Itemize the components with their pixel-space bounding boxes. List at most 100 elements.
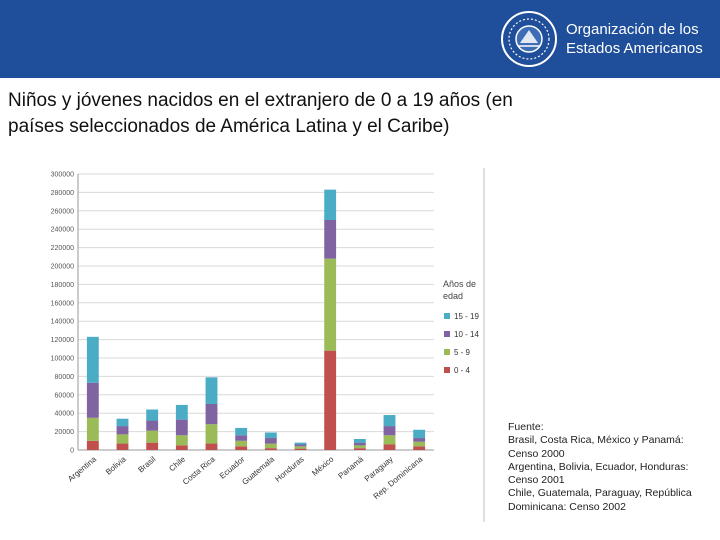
- bar-segment: [413, 438, 426, 442]
- y-tick-label: 300000: [51, 172, 74, 179]
- bar-segment: [294, 444, 307, 447]
- bar-segment: [383, 435, 396, 445]
- bar-segment: [264, 432, 277, 439]
- y-tick-label: 100000: [51, 356, 74, 363]
- slide-title: Niños y jóvenes nacidos en el extranjero…: [8, 88, 628, 140]
- y-tick-label: 200000: [51, 264, 74, 271]
- legend-swatch: [444, 367, 450, 373]
- category-label: Ecuador: [218, 454, 247, 480]
- bar-segment: [413, 441, 426, 447]
- bar-segment: [116, 426, 129, 435]
- y-tick-label: 280000: [51, 190, 74, 197]
- source-note: Fuente: Brasil, Costa Rica, México y Pan…: [508, 421, 708, 514]
- category-label: Panamá: [337, 454, 366, 480]
- bar-segment: [205, 404, 218, 425]
- category-label: Bolivia: [104, 454, 128, 476]
- bar-segment: [294, 442, 307, 445]
- source-line: Censo 2001: [508, 474, 565, 487]
- bar-segment: [264, 438, 277, 444]
- bar-segment: [116, 434, 129, 444]
- org-name-line2: Estados Americanos: [566, 40, 703, 57]
- category-label: México: [310, 454, 336, 478]
- bar-segment: [235, 435, 248, 441]
- legend-label: 10 - 14: [454, 330, 479, 339]
- org-name: Organización de los Estados Americanos: [566, 20, 703, 58]
- source-line: Chile, Guatemala, Paraguay, República: [508, 487, 692, 500]
- bar-segment: [146, 442, 159, 450]
- bar-segment: [324, 189, 337, 220]
- y-tick-label: 260000: [51, 208, 74, 215]
- category-label: Brasil: [136, 455, 157, 475]
- bar-segment: [205, 424, 218, 444]
- bar-segment: [86, 417, 99, 441]
- bar-segment: [175, 445, 188, 450]
- category-label: Argentina: [66, 454, 98, 483]
- y-tick-label: 20000: [55, 429, 75, 436]
- bar-segment: [86, 336, 99, 383]
- bar-segment: [116, 418, 129, 427]
- stacked-bar-chart: 0 20000 40000 60000 80000 100000 120000 140000 1…: [51, 168, 485, 522]
- source-line: Fuente:: [508, 421, 544, 433]
- bar-segment: [264, 448, 277, 450]
- source-line: Brasil, Costa Rica, México y Panamá:: [508, 434, 684, 447]
- category-label: Chile: [167, 454, 187, 473]
- header-banner: Organización de los Estados Americanos: [0, 0, 720, 78]
- source-line: Dominicana: Censo 2002: [508, 500, 626, 513]
- bar-segment: [353, 438, 366, 443]
- bar-segment: [235, 440, 248, 447]
- y-tick-label: 80000: [55, 374, 75, 381]
- bar-segment: [175, 419, 188, 436]
- y-tick-label: 40000: [55, 411, 75, 418]
- legend-title: edad: [443, 291, 463, 301]
- bar-segment: [205, 377, 218, 404]
- y-tick-label: 60000: [55, 392, 75, 399]
- oas-seal-icon: [501, 11, 557, 67]
- bar-segment: [294, 446, 307, 449]
- bar-segment: [205, 443, 218, 450]
- y-tick-label: 180000: [51, 282, 74, 289]
- bar-segment: [383, 444, 396, 450]
- bar-segment: [413, 446, 426, 450]
- y-tick-label: 0: [70, 448, 74, 455]
- y-tick-label: 140000: [51, 319, 74, 326]
- bar-segment: [383, 415, 396, 427]
- legend-swatch: [444, 331, 450, 337]
- legend-label: 0 - 4: [454, 366, 471, 375]
- org-name-line1: Organización de los: [566, 21, 699, 38]
- bar-segment: [413, 429, 426, 439]
- slide-title-line1: Niños y jóvenes nacidos en el extranjero…: [8, 90, 513, 111]
- legend-label: 15 - 19: [454, 312, 479, 321]
- bar-segment: [235, 446, 248, 450]
- legend-swatch: [444, 349, 450, 355]
- bar-segment: [175, 404, 188, 420]
- bar-segment: [324, 350, 337, 450]
- bar-segment: [324, 258, 337, 351]
- category-label: Costa Rica: [181, 454, 217, 486]
- bar-segment: [146, 420, 159, 431]
- category-label: Honduras: [273, 455, 305, 484]
- bar-segment: [353, 445, 366, 449]
- source-line: Argentina, Bolivia, Ecuador, Honduras:: [508, 460, 689, 473]
- bar-segment: [324, 220, 337, 259]
- y-tick-label: 160000: [51, 300, 74, 307]
- chart-y-ticks: 0 20000 40000 60000 80000 100000 120000 140000 1…: [51, 172, 74, 455]
- legend-title: Años de: [443, 279, 476, 289]
- bar-segment: [86, 440, 99, 450]
- y-tick-label: 120000: [51, 337, 74, 344]
- category-label: Guatemala: [240, 454, 276, 486]
- bar-segment: [146, 409, 159, 421]
- bar-segment: [235, 427, 248, 436]
- chart-gridlines: [77, 173, 434, 451]
- legend-swatch: [444, 313, 450, 319]
- slide-title-line2: países seleccionados de América Latina y…: [8, 116, 450, 137]
- bar-segment: [264, 443, 277, 449]
- chart-bars: [86, 189, 426, 450]
- bar-segment: [146, 430, 159, 443]
- y-tick-label: 220000: [51, 245, 74, 252]
- bar-segment: [353, 442, 366, 446]
- legend-label: 5 - 9: [454, 348, 471, 357]
- bar-segment: [353, 448, 366, 450]
- chart-legend: Años de edad 15 - 19 10 - 14 5 - 9 0 - 4: [443, 279, 479, 375]
- source-line: Censo 2000: [508, 447, 565, 460]
